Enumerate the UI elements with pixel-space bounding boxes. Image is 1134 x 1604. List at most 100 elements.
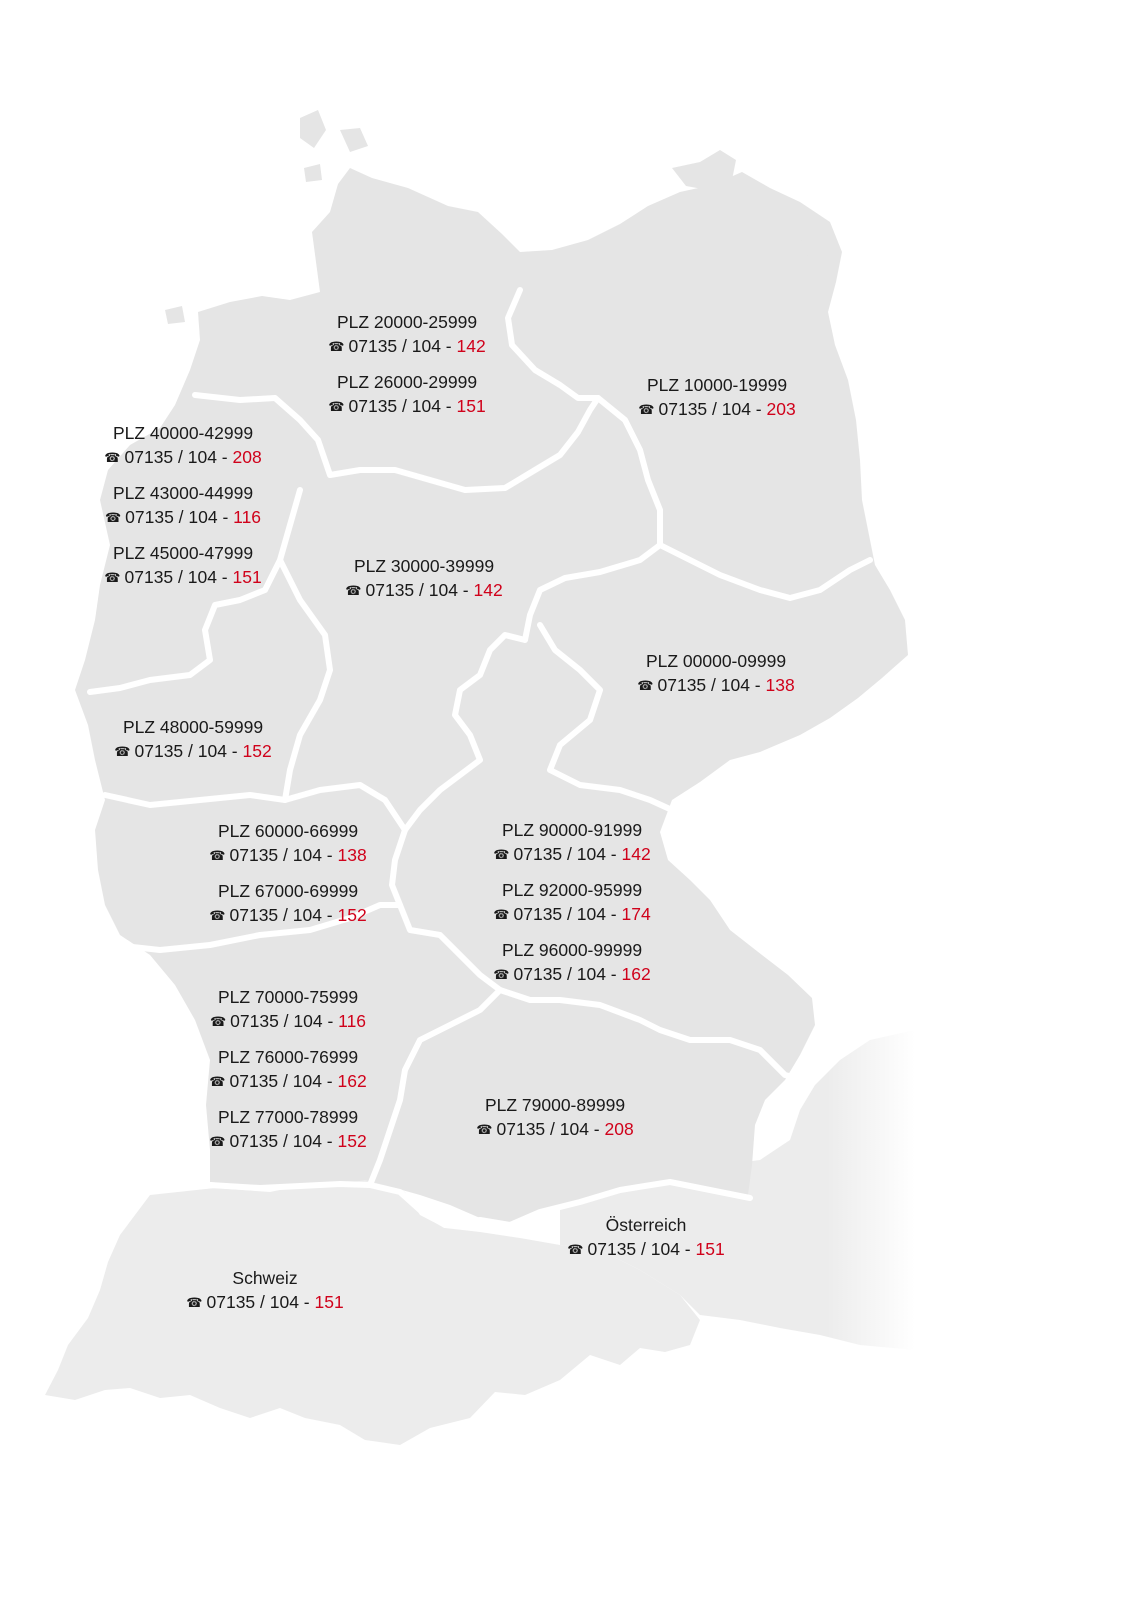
phone-base: 07135 / 104 - (587, 1239, 696, 1259)
telephone-icon: ☎ (493, 907, 510, 922)
phone-base: 07135 / 104 - (124, 567, 233, 587)
plz-range: PLZ 60000-66999 (217, 821, 359, 841)
island-shape (165, 306, 185, 324)
phone-line[interactable]: ☎ 07135 / 104 - 203 (638, 397, 795, 422)
region-label-plz-90-99: PLZ 90000-91999 ☎ 07135 / 104 - 142 PLZ 9… (493, 818, 650, 987)
phone-line[interactable]: ☎ 07135 / 104 - 142 (345, 578, 502, 603)
telephone-icon: ☎ (328, 399, 345, 414)
telephone-icon: ☎ (328, 339, 345, 354)
plz-range: PLZ 45000-47999 (112, 543, 254, 563)
phone-base: 07135 / 104 - (513, 964, 622, 984)
phone-line[interactable]: ☎ 07135 / 104 - 116 (104, 505, 261, 530)
telephone-icon: ☎ (567, 1242, 584, 1257)
phone-line[interactable]: ☎ 07135 / 104 - 142 (493, 842, 650, 867)
phone-base: 07135 / 104 - (229, 905, 338, 925)
phone-line[interactable]: ☎ 07135 / 104 - 174 (493, 902, 650, 927)
plz-range: PLZ 76000-76999 (217, 1047, 359, 1067)
phone-extension: 162 (337, 1071, 367, 1091)
telephone-icon: ☎ (209, 1014, 227, 1029)
phone-extension: 142 (456, 336, 486, 356)
region-entry: PLZ 20000-25999 ☎ 07135 / 104 - 142 (328, 310, 485, 359)
phone-extension: 151 (456, 396, 486, 416)
region-label-plz-00-09: PLZ 00000-09999 ☎ 07135 / 104 - 138 (637, 649, 794, 698)
telephone-icon: ☎ (104, 450, 121, 465)
phone-base: 07135 / 104 - (229, 1071, 338, 1091)
phone-base: 07135 / 104 - (496, 1119, 605, 1139)
island-shape (672, 150, 736, 190)
plz-range: PLZ 26000-29999 (336, 372, 478, 392)
plz-range: PLZ 20000-25999 (336, 312, 478, 332)
telephone-icon: ☎ (637, 678, 654, 693)
phone-extension: 142 (473, 580, 503, 600)
phone-base: 07135 / 104 - (658, 399, 767, 419)
country-name: Österreich (605, 1215, 687, 1235)
phone-extension: 174 (621, 904, 651, 924)
phone-line[interactable]: ☎ 07135 / 104 - 151 (186, 1290, 343, 1315)
region-label-austria: Österreich ☎ 07135 / 104 - 151 (567, 1213, 724, 1262)
telephone-icon: ☎ (638, 402, 655, 417)
region-label-plz-30-39: PLZ 30000-39999 ☎ 07135 / 104 - 142 (345, 554, 502, 603)
plz-range: PLZ 48000-59999 (122, 717, 264, 737)
region-entry: PLZ 30000-39999 ☎ 07135 / 104 - 142 (345, 554, 502, 603)
region-label-plz-70-78: PLZ 70000-75999 ☎ 07135 / 104 - 116 PLZ 7… (209, 985, 366, 1154)
plz-range: PLZ 70000-75999 (217, 987, 359, 1007)
region-label-plz-60-69: PLZ 60000-66999 ☎ 07135 / 104 - 138 PLZ 6… (209, 819, 366, 928)
telephone-icon: ☎ (493, 847, 510, 862)
phone-line[interactable]: ☎ 07135 / 104 - 138 (209, 843, 366, 868)
phone-extension: 208 (232, 447, 262, 467)
region-entry: PLZ 79000-89999 ☎ 07135 / 104 - 208 (476, 1093, 633, 1142)
region-entry: PLZ 60000-66999 ☎ 07135 / 104 - 138 (209, 819, 366, 868)
phone-line[interactable]: ☎ 07135 / 104 - 151 (567, 1237, 724, 1262)
phone-base: 07135 / 104 - (206, 1292, 315, 1312)
phone-extension: 152 (337, 905, 367, 925)
region-entry: PLZ 90000-91999 ☎ 07135 / 104 - 142 (493, 818, 650, 867)
plz-range: PLZ 43000-44999 (112, 483, 254, 503)
phone-line[interactable]: ☎ 07135 / 104 - 151 (104, 565, 261, 590)
telephone-icon: ☎ (345, 583, 362, 598)
phone-line[interactable]: ☎ 07135 / 104 - 208 (104, 445, 261, 470)
plz-range: PLZ 10000-19999 (646, 375, 788, 395)
island-shape (304, 164, 322, 182)
plz-range: PLZ 67000-69999 (217, 881, 359, 901)
phone-base: 07135 / 104 - (125, 507, 234, 527)
phone-base: 07135 / 104 - (229, 1131, 338, 1151)
region-entry: PLZ 10000-19999 ☎ 07135 / 104 - 203 (638, 373, 795, 422)
plz-range: PLZ 77000-78999 (217, 1107, 359, 1127)
phone-line[interactable]: ☎ 07135 / 104 - 142 (328, 334, 485, 359)
plz-range: PLZ 40000-42999 (112, 423, 254, 443)
phone-line[interactable]: ☎ 07135 / 104 - 152 (209, 1129, 366, 1154)
phone-extension: 138 (765, 675, 795, 695)
phone-line[interactable]: ☎ 07135 / 104 - 162 (493, 962, 650, 987)
region-label-switzerland: Schweiz ☎ 07135 / 104 - 151 (186, 1266, 343, 1315)
plz-range: PLZ 92000-95999 (501, 880, 643, 900)
phone-line[interactable]: ☎ 07135 / 104 - 151 (328, 394, 485, 419)
region-entry: PLZ 70000-75999 ☎ 07135 / 104 - 116 (209, 985, 366, 1034)
region-entry: PLZ 26000-29999 ☎ 07135 / 104 - 151 (328, 370, 485, 419)
phone-extension: 142 (621, 844, 651, 864)
phone-extension: 152 (242, 741, 272, 761)
plz-range: PLZ 96000-99999 (501, 940, 643, 960)
plz-range: PLZ 30000-39999 (353, 556, 495, 576)
phone-line[interactable]: ☎ 07135 / 104 - 138 (637, 673, 794, 698)
phone-line[interactable]: ☎ 07135 / 104 - 162 (209, 1069, 366, 1094)
island-shape (340, 128, 368, 152)
germany-shape (75, 168, 908, 1224)
telephone-icon: ☎ (104, 510, 122, 525)
plz-range: PLZ 90000-91999 (501, 820, 643, 840)
region-entry: PLZ 76000-76999 ☎ 07135 / 104 - 162 (209, 1045, 366, 1094)
phone-base: 07135 / 104 - (365, 580, 474, 600)
region-label-plz-79-89: PLZ 79000-89999 ☎ 07135 / 104 - 208 (476, 1093, 633, 1142)
phone-line[interactable]: ☎ 07135 / 104 - 208 (476, 1117, 633, 1142)
region-label-plz-20-29: PLZ 20000-25999 ☎ 07135 / 104 - 142 PLZ 2… (328, 310, 485, 419)
phone-line[interactable]: ☎ 07135 / 104 - 116 (209, 1009, 366, 1034)
plz-range: PLZ 79000-89999 (484, 1095, 626, 1115)
phone-extension: 162 (621, 964, 651, 984)
phone-line[interactable]: ☎ 07135 / 104 - 152 (209, 903, 366, 928)
region-entry: PLZ 77000-78999 ☎ 07135 / 104 - 152 (209, 1105, 366, 1154)
phone-base: 07135 / 104 - (513, 844, 622, 864)
phone-line[interactable]: ☎ 07135 / 104 - 152 (114, 739, 271, 764)
phone-extension: 151 (314, 1292, 344, 1312)
region-borders (87, 287, 873, 1228)
island-shape (776, 236, 808, 268)
